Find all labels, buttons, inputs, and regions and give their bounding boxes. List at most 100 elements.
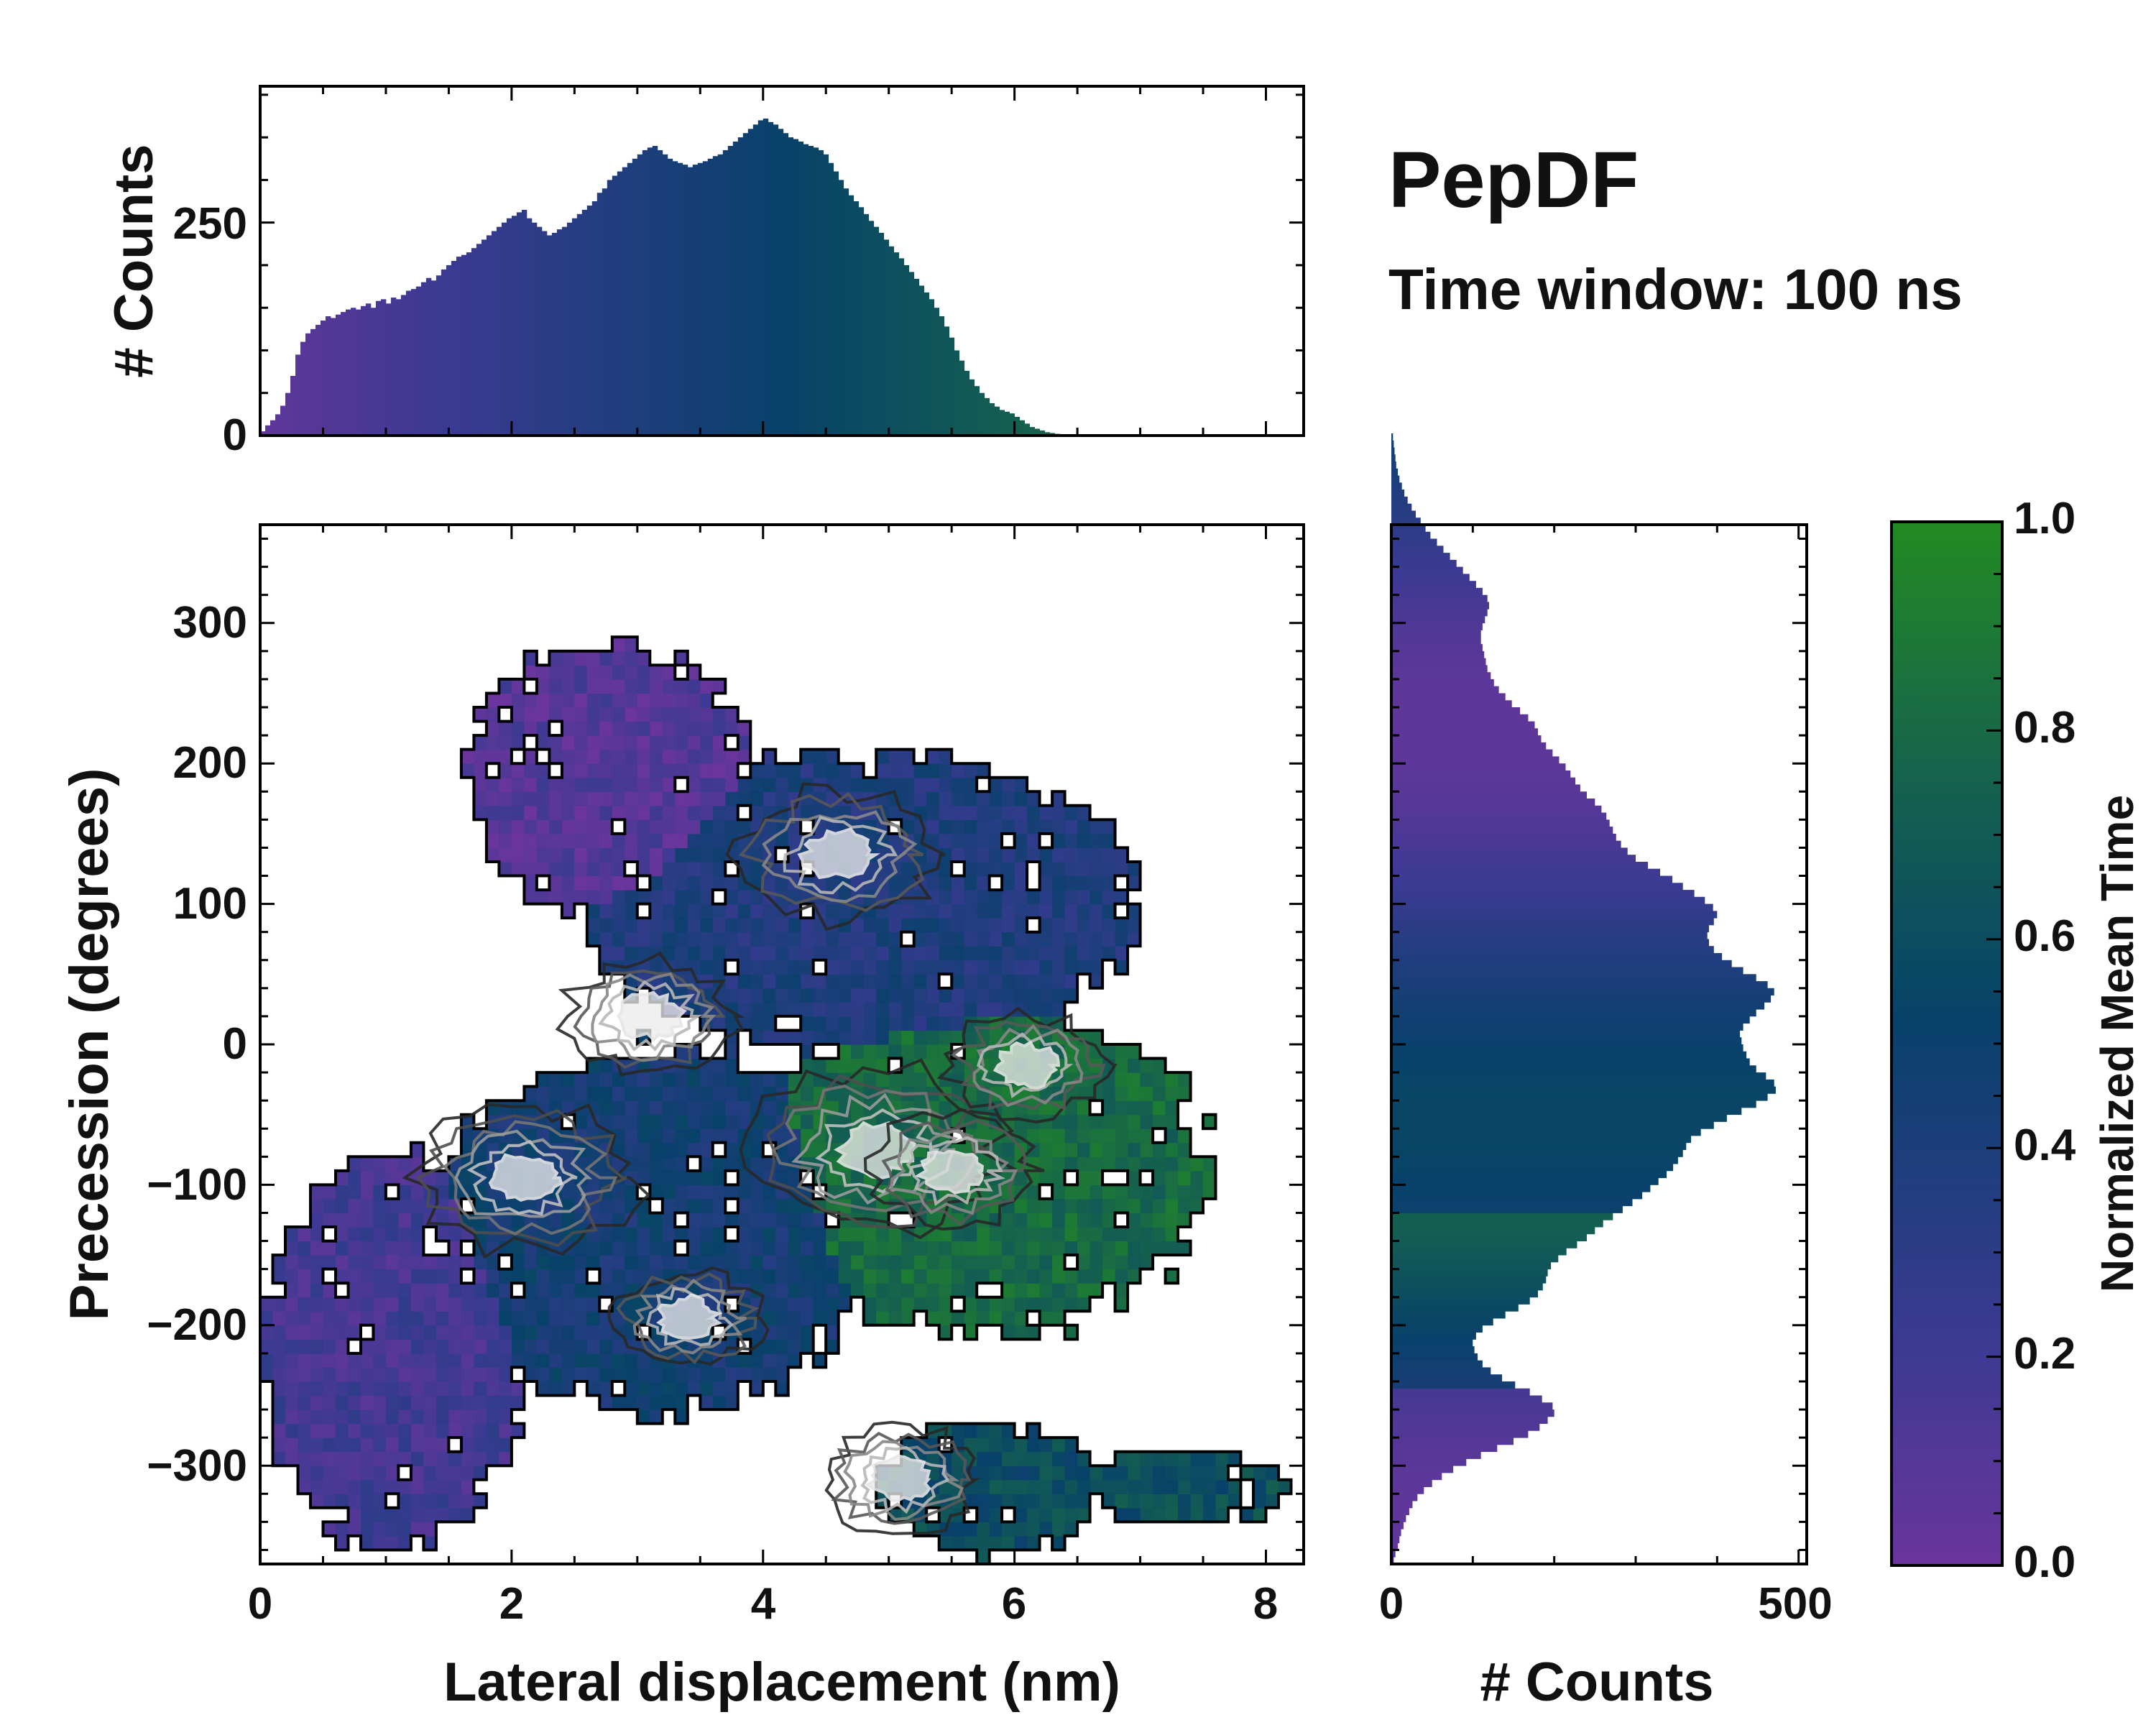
heatmap-cell — [700, 1128, 714, 1144]
right-histogram-bar — [1391, 1438, 1514, 1445]
heatmap-cell — [1153, 1227, 1166, 1242]
heatmap-cell — [1115, 1283, 1128, 1298]
heatmap-cell — [285, 1311, 299, 1326]
top-histogram-bar — [496, 226, 502, 436]
heatmap-cell — [310, 1213, 324, 1228]
heatmap-cell — [448, 1311, 462, 1326]
heatmap-cell — [876, 918, 890, 933]
heatmap-cell — [687, 918, 701, 933]
contour-line — [607, 1266, 770, 1366]
heatmap-cell — [700, 1227, 714, 1242]
heatmap-cell — [398, 1325, 412, 1340]
heatmap-cell — [926, 903, 940, 919]
heatmap-cell — [373, 1213, 387, 1228]
heatmap-cell — [373, 1269, 387, 1284]
heatmap-cell — [863, 1283, 877, 1298]
heatmap-cell — [536, 763, 550, 778]
heatmap-cell — [788, 1072, 801, 1087]
top-histogram-bar — [913, 278, 920, 436]
right-histogram-bar — [1391, 644, 1483, 652]
heatmap-cell — [448, 1367, 462, 1382]
heatmap-cell — [599, 665, 613, 680]
right-histogram-bar — [1391, 749, 1553, 757]
heatmap-cell — [1089, 946, 1103, 961]
right-histogram-bar — [1391, 454, 1396, 462]
top-histogram-bar — [1039, 430, 1045, 436]
heatmap-cell — [964, 903, 977, 919]
heatmap-cell — [285, 1381, 299, 1397]
heatmap-cell — [1064, 1494, 1078, 1509]
heatmap-cell — [1102, 833, 1116, 848]
heatmap-cell — [851, 960, 865, 975]
top-histogram-bar — [727, 146, 734, 436]
heatmap-cell — [524, 862, 538, 877]
heatmap-cell — [574, 665, 588, 680]
heatmap-cell — [788, 1311, 801, 1326]
heatmap-cell — [1052, 1535, 1066, 1550]
heatmap-cell — [398, 1507, 412, 1522]
heatmap-cell — [977, 1297, 990, 1312]
heatmap-cell — [801, 1058, 814, 1073]
heatmap-cell — [737, 791, 751, 806]
heatmap-cell — [1089, 833, 1103, 848]
heatmap-cell — [499, 1409, 512, 1425]
joint-ytick-label-200: 200 — [173, 738, 247, 788]
heatmap-cell — [851, 1030, 865, 1045]
heatmap-cell — [737, 1198, 751, 1213]
top-histogram-bar — [858, 207, 865, 436]
heatmap-cell — [549, 819, 563, 834]
heatmap-cell — [486, 777, 499, 792]
heatmap-cell — [1077, 1283, 1091, 1298]
heatmap-cell — [625, 1128, 638, 1144]
heatmap-cell — [549, 847, 563, 862]
heatmap-cell — [423, 1494, 437, 1509]
right-histogram-bar — [1391, 1423, 1540, 1431]
heatmap-cell — [599, 805, 613, 820]
heatmap-cell — [788, 1241, 801, 1256]
heatmap-cell — [1027, 1184, 1041, 1200]
heatmap-cell — [1052, 1466, 1066, 1481]
heatmap-cell — [1115, 862, 1128, 877]
top-histogram-bar — [602, 188, 608, 436]
heatmap-cell — [398, 1451, 412, 1466]
heatmap-cell — [536, 1339, 550, 1354]
heatmap-cell — [775, 777, 789, 792]
heatmap-cell — [1064, 1325, 1078, 1340]
heatmap-cell — [964, 1269, 977, 1284]
heatmap-cell — [662, 890, 676, 905]
heatmap-cell — [536, 890, 550, 905]
heatmap-cell — [712, 847, 726, 862]
right-histogram-bar — [1391, 974, 1756, 982]
heatmap-cell — [474, 1325, 487, 1340]
heatmap-cell — [599, 1198, 613, 1213]
heatmap-cell — [876, 974, 890, 989]
heatmap-cell — [1102, 1072, 1116, 1087]
heatmap-cell — [1014, 1451, 1028, 1466]
heatmap-cell — [1128, 1184, 1141, 1200]
heatmap-cell — [1128, 1156, 1141, 1172]
contour-line — [454, 1129, 593, 1218]
heatmap-cell — [1102, 903, 1116, 919]
right-histogram-bar — [1391, 911, 1718, 919]
heatmap-cell — [574, 1072, 588, 1087]
heatmap-cell — [1064, 819, 1078, 834]
heatmap-cell — [687, 1255, 701, 1270]
right-histogram-bar — [1391, 1353, 1478, 1361]
heatmap-cell — [1002, 875, 1015, 891]
heatmap-cell — [1115, 1086, 1128, 1101]
heatmap-cell — [725, 890, 739, 905]
heatmap-cell — [561, 721, 575, 736]
heatmap-cell — [838, 763, 852, 778]
heatmap-cell — [373, 1494, 387, 1509]
top-histogram-bar — [808, 146, 814, 436]
heatmap-cell — [499, 1213, 512, 1228]
heatmap-cell — [336, 1184, 349, 1200]
heatmap-cell — [637, 1072, 650, 1087]
heatmap-cell — [1064, 918, 1078, 933]
heatmap-cell — [625, 678, 638, 694]
heatmap-cell — [410, 1213, 424, 1228]
top-histogram-bar — [908, 272, 915, 436]
heatmap-cell — [625, 1241, 638, 1256]
heatmap-cell — [599, 1114, 613, 1129]
joint-xtick-label-8: 8 — [1253, 1579, 1278, 1629]
